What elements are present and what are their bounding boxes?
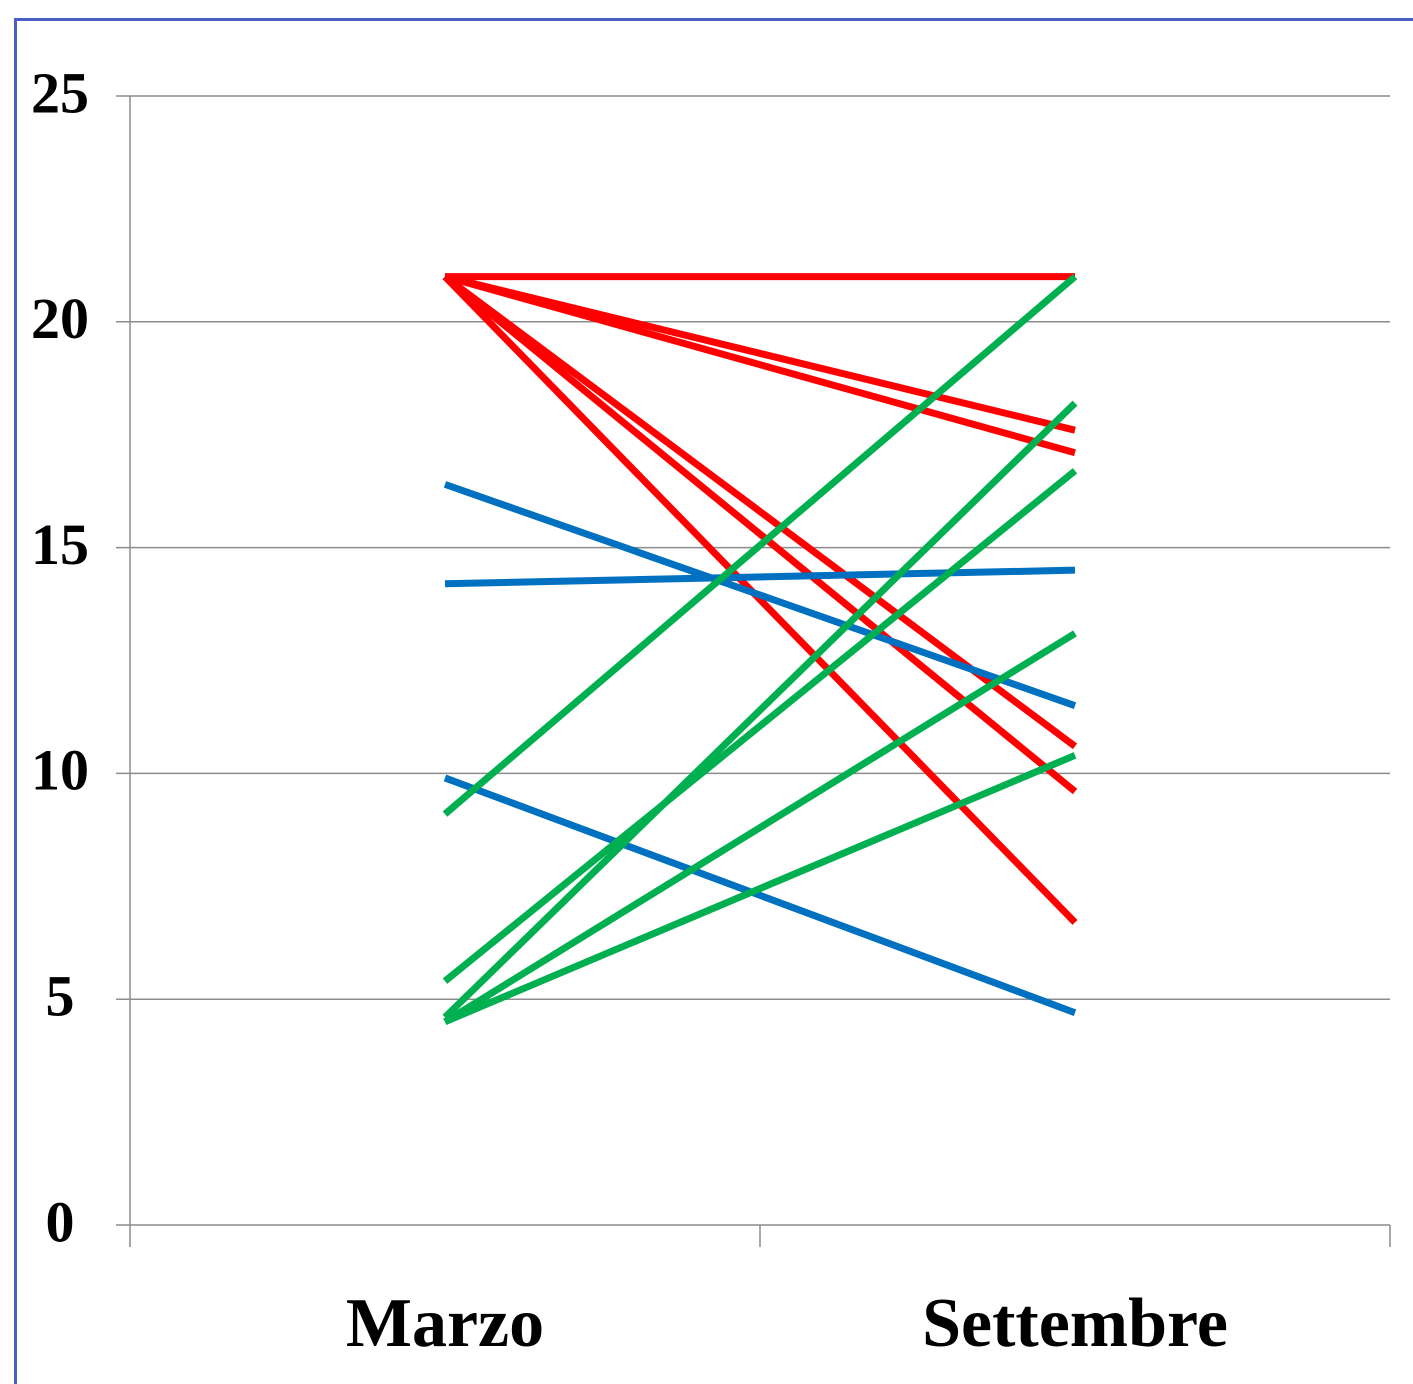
series-line-green-12 bbox=[442, 400, 1078, 1020]
series-line-green-11 bbox=[442, 468, 1078, 984]
y-tick-label: 10 bbox=[31, 738, 89, 803]
series-line-red-5 bbox=[442, 273, 1078, 795]
axes bbox=[129, 96, 1391, 1247]
series-line-blue-9 bbox=[443, 774, 1077, 1017]
x-tick-labels: Marzo Settembre bbox=[346, 1285, 1228, 1362]
y-tick-labels: 0 5 10 15 20 25 bbox=[31, 60, 89, 1254]
y-tick-label: 5 bbox=[46, 964, 75, 1029]
series-line-red-2 bbox=[444, 273, 1076, 434]
x-tick-label-settembre: Settembre bbox=[922, 1285, 1228, 1362]
series-line-blue-7 bbox=[443, 481, 1077, 709]
y-tick-label: 25 bbox=[31, 60, 89, 125]
series-line-green-14 bbox=[443, 752, 1077, 1026]
gridlines bbox=[116, 95, 1390, 1226]
chart-frame bbox=[14, 18, 1413, 1384]
series-line-green-13 bbox=[443, 630, 1077, 1025]
series-line-blue-8 bbox=[444, 566, 1076, 588]
x-tick-label-marzo: Marzo bbox=[346, 1285, 544, 1362]
y-tick-label: 15 bbox=[31, 512, 89, 577]
y-tick-label: 20 bbox=[31, 286, 89, 351]
series-line-red-3 bbox=[444, 273, 1076, 457]
series-lines bbox=[442, 273, 1078, 1026]
y-tick-label: 0 bbox=[46, 1189, 75, 1254]
series-line-red-6 bbox=[442, 274, 1078, 925]
series-line-green-10 bbox=[442, 273, 1078, 817]
